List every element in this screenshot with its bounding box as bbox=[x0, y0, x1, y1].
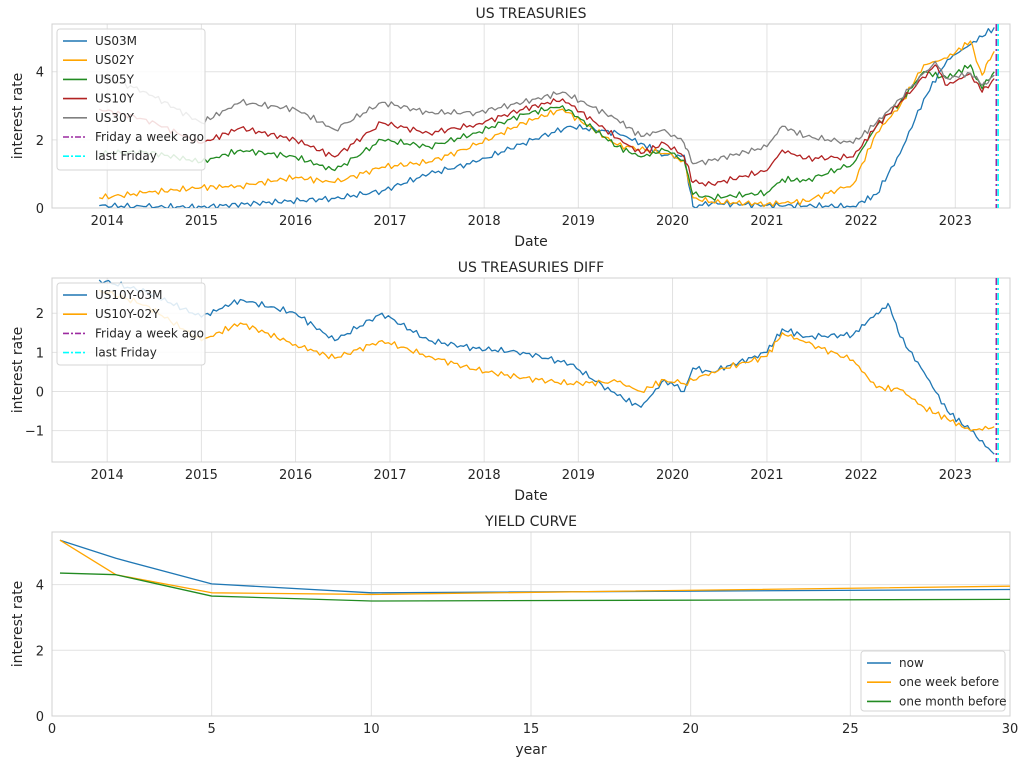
series-line-3 bbox=[59, 572, 1010, 602]
legend-label: now bbox=[899, 656, 924, 670]
y-tick-label: 0 bbox=[36, 710, 44, 725]
y-axis-label: interest rate bbox=[10, 73, 26, 160]
legend-label: US02Y bbox=[95, 53, 135, 67]
series-line-1 bbox=[99, 27, 995, 208]
y-tick-label: −1 bbox=[25, 425, 44, 440]
legend-box bbox=[860, 650, 1006, 712]
x-tick-label: 2019 bbox=[562, 468, 595, 483]
legend-label: one month before bbox=[899, 694, 1007, 708]
x-axis-label: year bbox=[515, 742, 546, 758]
series-line-4 bbox=[98, 64, 995, 187]
plot-frame bbox=[51, 23, 1011, 209]
y-axis-label: interest rate bbox=[10, 327, 26, 414]
series-layer bbox=[59, 539, 1010, 602]
chart-title: YIELD CURVE bbox=[484, 514, 577, 530]
x-axis-label: Date bbox=[514, 234, 547, 250]
legend-label: US05Y bbox=[95, 72, 135, 86]
legend-label: last Friday bbox=[95, 346, 157, 360]
legend-label: US03M bbox=[95, 34, 137, 48]
legend-label: US10Y-03M bbox=[95, 288, 163, 302]
x-tick-label: 2023 bbox=[939, 214, 972, 229]
legend-label: Friday a week ago bbox=[95, 326, 204, 340]
series-layer bbox=[98, 278, 999, 462]
legend: now one week before one month before bbox=[860, 650, 1007, 712]
x-tick-label: 2014 bbox=[91, 468, 124, 483]
chart-title: US TREASURIES bbox=[475, 6, 586, 22]
legend: US10Y-03M US10Y-02Y Friday a week ago last … bbox=[56, 282, 206, 366]
x-tick-label: 2022 bbox=[845, 214, 878, 229]
x-tick-label: 2021 bbox=[750, 214, 783, 229]
x-tick-label: 2021 bbox=[750, 468, 783, 483]
legend-box bbox=[56, 28, 206, 171]
y-axis-label: interest rate bbox=[10, 581, 26, 668]
chart-title: US TREASURIES DIFF bbox=[458, 260, 604, 276]
plot-frame bbox=[51, 531, 1011, 717]
series-line-5 bbox=[99, 60, 995, 166]
x-tick-label: 2016 bbox=[279, 468, 312, 483]
x-tick-label: 2015 bbox=[185, 214, 218, 229]
x-tick-label: 0 bbox=[48, 722, 56, 737]
x-tick-label: 2020 bbox=[656, 468, 689, 483]
y-tick-label: 1 bbox=[36, 346, 44, 361]
x-tick-label: 2020 bbox=[656, 214, 689, 229]
y-tick-label: 2 bbox=[36, 307, 44, 322]
x-axis-label: Date bbox=[514, 488, 547, 504]
series-line-1 bbox=[98, 279, 995, 455]
x-tick-label: 2018 bbox=[468, 214, 501, 229]
legend-label: last Friday bbox=[95, 149, 157, 163]
x-tick-label: 2022 bbox=[845, 468, 878, 483]
legend-label: US10Y bbox=[95, 92, 135, 106]
legend-box bbox=[56, 282, 206, 366]
plot-area bbox=[52, 278, 1010, 462]
y-tick-label: 4 bbox=[36, 66, 44, 81]
chart-panel-3: 0 5 10 15 20 25 30 0 2 4 YIELD CURVE year interest r… bbox=[10, 514, 1018, 758]
x-tick-label: 15 bbox=[523, 722, 540, 737]
legend: US03M US02Y US05Y US10Y US30Y Friday a week a… bbox=[56, 28, 206, 171]
legend-label: US30Y bbox=[95, 111, 135, 125]
x-tick-label: 20 bbox=[682, 722, 699, 737]
legend-label: US10Y-02Y bbox=[95, 307, 160, 321]
legend-label: Friday a week ago bbox=[95, 130, 204, 144]
x-tick-label: 30 bbox=[1002, 722, 1019, 737]
y-tick-label: 0 bbox=[36, 202, 44, 217]
chart-panel-1: 2014 2015 2016 2017 2018 2019 2020 2021 2022 2023… bbox=[10, 6, 1011, 250]
series-layer bbox=[98, 24, 999, 208]
series-line-2 bbox=[59, 539, 1010, 596]
x-tick-label: 2015 bbox=[185, 468, 218, 483]
x-tick-label: 2014 bbox=[91, 214, 124, 229]
y-tick-label: 0 bbox=[36, 386, 44, 401]
x-tick-label: 2023 bbox=[939, 468, 972, 483]
x-tick-label: 5 bbox=[208, 722, 216, 737]
x-tick-label: 25 bbox=[842, 722, 859, 737]
series-line-3 bbox=[98, 64, 995, 201]
series-line-2 bbox=[98, 289, 995, 432]
chart-panel-2: 2014 2015 2016 2017 2018 2019 2020 2021 2022 2023… bbox=[10, 260, 1011, 504]
y-tick-label: 2 bbox=[36, 134, 44, 149]
legend-label: one week before bbox=[899, 675, 999, 689]
plot-frame bbox=[51, 277, 1011, 463]
series-line-2 bbox=[99, 40, 995, 208]
y-tick-label: 4 bbox=[36, 579, 44, 594]
x-tick-label: 2017 bbox=[373, 468, 406, 483]
x-tick-label: 10 bbox=[363, 722, 380, 737]
y-tick-label: 2 bbox=[36, 644, 44, 659]
plot-area bbox=[52, 24, 1010, 208]
x-tick-label: 2016 bbox=[279, 214, 312, 229]
x-tick-label: 2017 bbox=[373, 214, 406, 229]
x-tick-label: 2018 bbox=[468, 468, 501, 483]
x-tick-label: 2019 bbox=[562, 214, 595, 229]
